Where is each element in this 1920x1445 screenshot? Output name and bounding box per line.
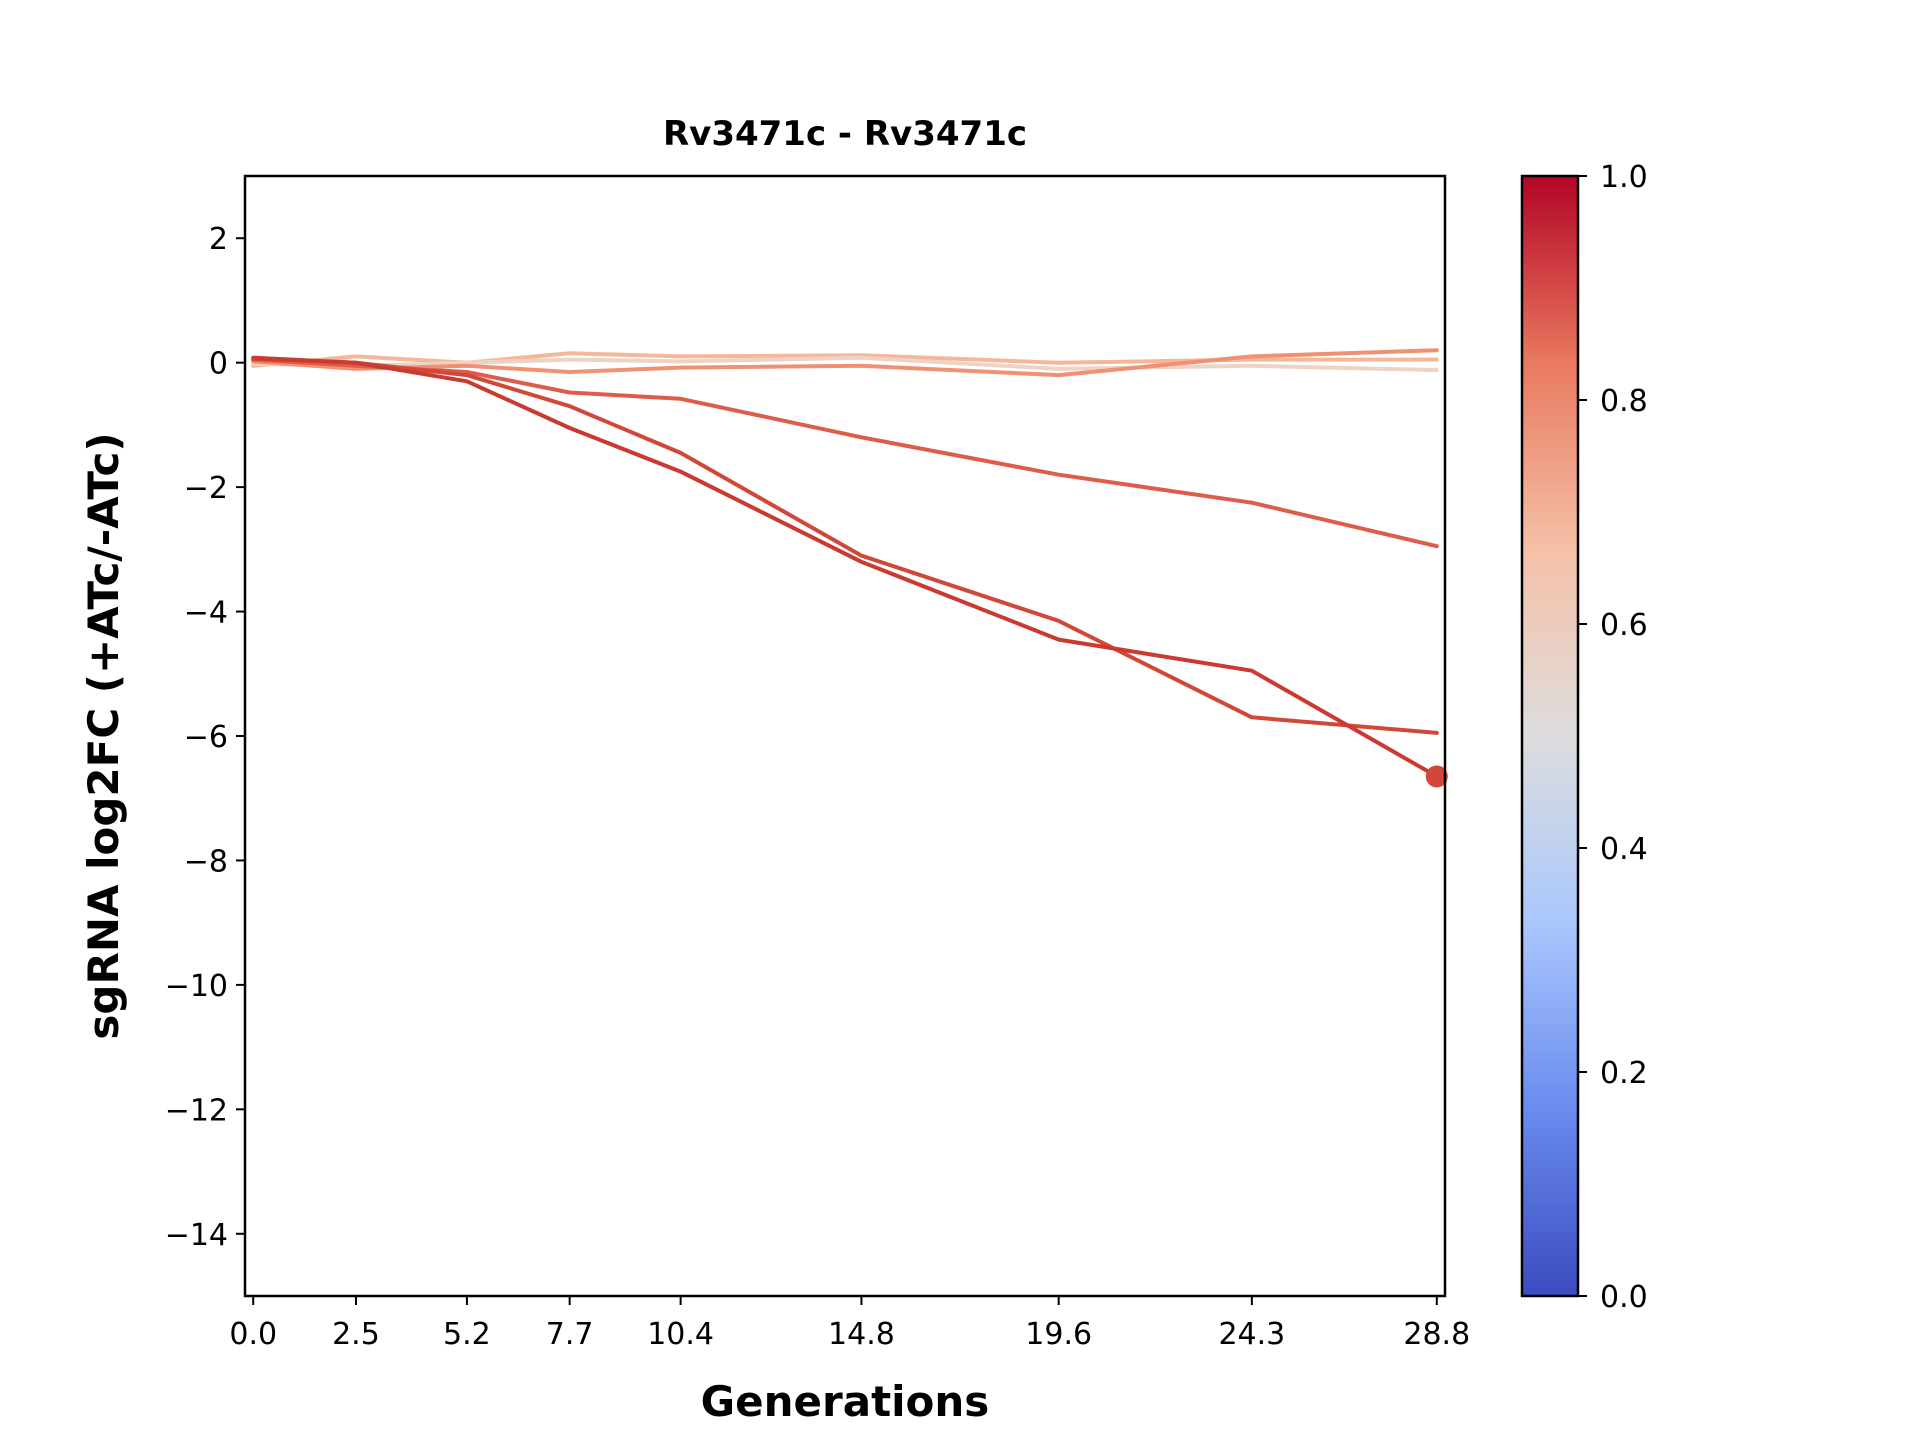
x-tick-label: 19.6 <box>1025 1317 1092 1352</box>
y-axis-ticks: 2 0 −2 −4 −6 −8 −10 −12 −14 <box>165 222 245 1253</box>
x-axis-ticks: 0.0 2.5 5.2 7.7 10.4 14.8 19.6 24.3 28.8 <box>229 1296 1470 1352</box>
x-tick-label: 24.3 <box>1218 1317 1285 1352</box>
highlight-point <box>1425 765 1448 788</box>
y-tick-label: −14 <box>165 1218 228 1253</box>
x-tick-label: 10.4 <box>647 1317 714 1352</box>
y-tick-label: −4 <box>184 596 228 631</box>
colorbar-tick-label: 0.2 <box>1600 1056 1648 1091</box>
x-tick-label: 28.8 <box>1403 1317 1470 1352</box>
colorbar-tick-label: 0.0 <box>1600 1280 1648 1315</box>
colorbar-gradient <box>1520 174 1580 1298</box>
series-line-2 <box>251 355 1439 373</box>
colorbar-ticks: 1.0 0.8 0.6 0.4 0.2 0.0 <box>1578 160 1648 1315</box>
colorbar-tick-label: 0.4 <box>1600 832 1648 867</box>
y-tick-label: −12 <box>165 1093 228 1128</box>
x-axis-label: Generations <box>701 1377 990 1426</box>
series-line-5 <box>251 356 1439 735</box>
y-tick-label: 0 <box>209 347 228 382</box>
colorbar-tick-label: 0.6 <box>1600 608 1648 643</box>
x-tick-label: 14.8 <box>828 1317 895 1352</box>
series-group <box>251 348 1448 788</box>
x-tick-label: 0.0 <box>229 1317 277 1352</box>
x-tick-label: 2.5 <box>332 1317 380 1352</box>
y-tick-label: 2 <box>209 222 228 257</box>
y-tick-label: −10 <box>165 969 228 1004</box>
y-tick-label: −8 <box>184 844 228 879</box>
chart-title: Rv3471c - Rv3471c <box>663 114 1027 154</box>
colorbar-tick-label: 1.0 <box>1600 160 1648 195</box>
colorbar: 1.0 0.8 0.6 0.4 0.2 0.0 <box>1520 160 1648 1315</box>
colorbar-tick-label: 0.8 <box>1600 384 1648 419</box>
x-tick-label: 5.2 <box>443 1317 491 1352</box>
series-line-6 <box>251 355 1439 779</box>
y-tick-label: −2 <box>184 471 228 506</box>
x-tick-label: 7.7 <box>546 1317 594 1352</box>
plot-area <box>243 174 1448 1298</box>
y-tick-label: −6 <box>184 720 228 755</box>
y-axis-label: sgRNA log2FC (+ATc/-ATc) <box>79 432 128 1039</box>
